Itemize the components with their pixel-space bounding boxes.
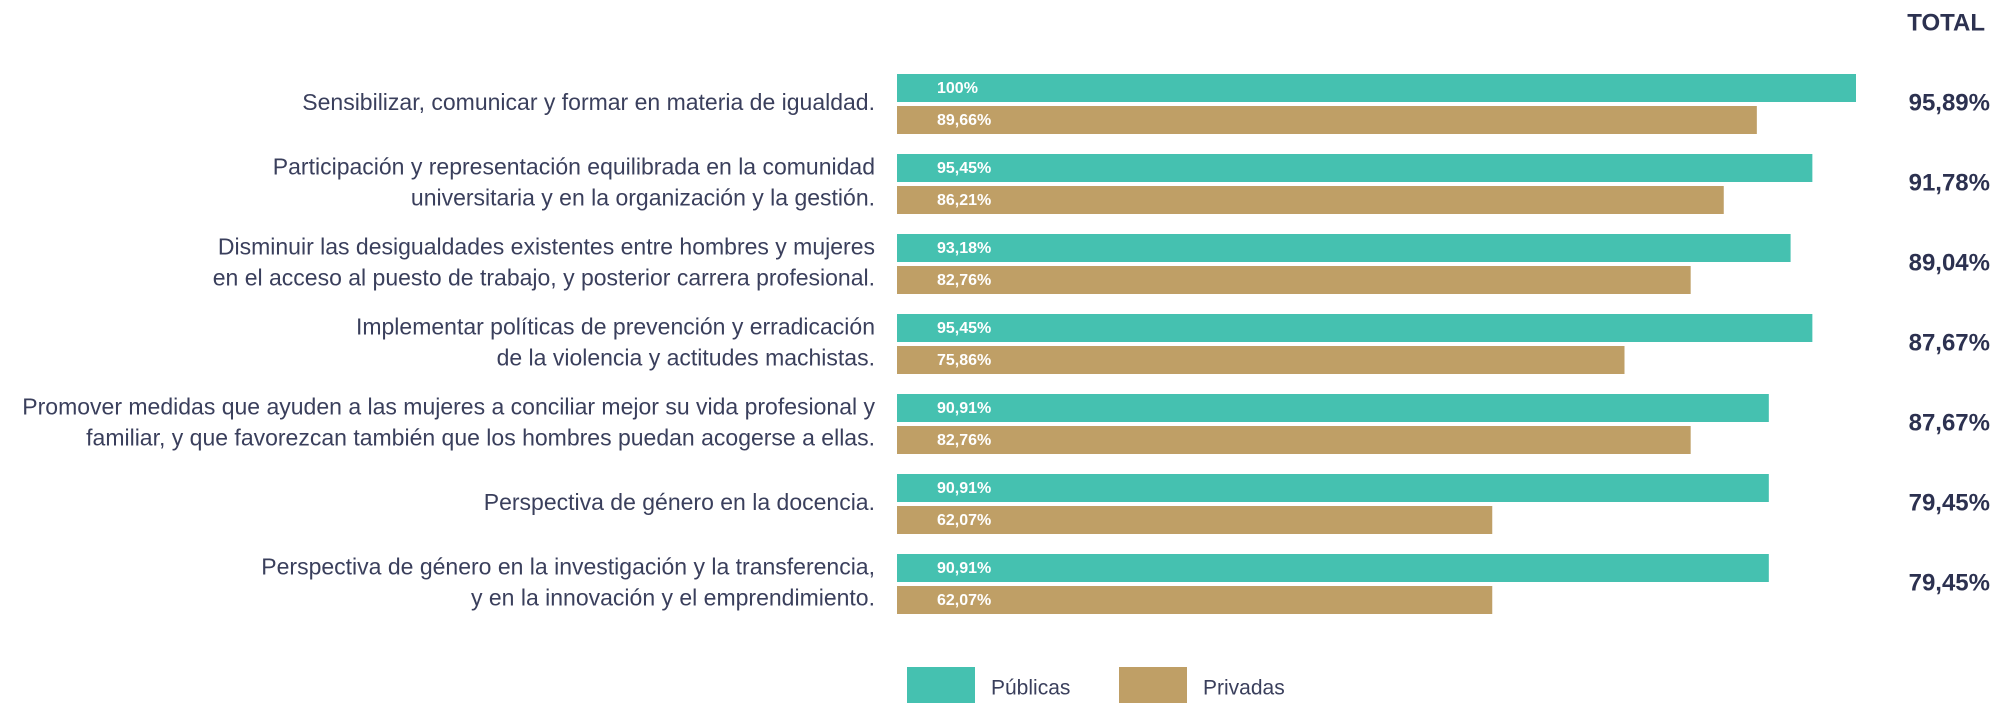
legend-swatch xyxy=(907,667,975,703)
bar xyxy=(897,554,1769,582)
total-value: 79,45% xyxy=(1909,569,1990,596)
value-label: 89,66% xyxy=(937,112,991,129)
bar xyxy=(897,186,1724,214)
total-value: 89,04% xyxy=(1909,249,1990,276)
bar xyxy=(897,106,1757,134)
category-label: Perspectiva de género en la docencia. xyxy=(484,489,875,515)
total-value: 87,67% xyxy=(1909,409,1990,436)
value-label: 90,91% xyxy=(937,480,991,497)
bar xyxy=(897,586,1493,614)
bar xyxy=(897,426,1691,454)
category-label: familiar, y que favorezcan también que l… xyxy=(86,425,875,451)
category-label: Perspectiva de género en la investigació… xyxy=(261,554,875,580)
value-label: 62,07% xyxy=(937,592,991,609)
category-label: Participación y representación equilibra… xyxy=(273,154,875,180)
total-value: 91,78% xyxy=(1909,169,1990,196)
legend-label: Privadas xyxy=(1203,677,1285,700)
category-label: Sensibilizar, comunicar y formar en mate… xyxy=(302,89,875,115)
category-label: y en la innovación y el emprendimiento. xyxy=(471,585,875,611)
category-label: Disminuir las desigualdades existentes e… xyxy=(218,234,875,260)
value-label: 75,86% xyxy=(937,352,991,369)
total-header: TOTAL xyxy=(1907,9,1985,36)
value-label: 90,91% xyxy=(937,400,991,417)
value-label: 95,45% xyxy=(937,320,991,337)
bar xyxy=(897,506,1493,534)
bar xyxy=(897,474,1769,502)
category-label: Promover medidas que ayuden a las mujere… xyxy=(22,394,875,420)
total-value: 95,89% xyxy=(1909,89,1990,116)
value-label: 90,91% xyxy=(937,560,991,577)
total-value: 87,67% xyxy=(1909,329,1990,356)
total-value: 79,45% xyxy=(1909,489,1990,516)
value-label: 82,76% xyxy=(937,432,991,449)
category-label: de la violencia y actitudes machistas. xyxy=(497,345,875,371)
category-label: en el acceso al puesto de trabajo, y pos… xyxy=(213,265,875,291)
bar xyxy=(897,74,1856,102)
value-label: 62,07% xyxy=(937,512,991,529)
legend-swatch xyxy=(1119,667,1187,703)
bar xyxy=(897,234,1791,262)
category-label: Implementar políticas de prevención y er… xyxy=(356,314,875,340)
bar xyxy=(897,314,1813,342)
legend-label: Públicas xyxy=(991,677,1070,700)
bar xyxy=(897,266,1691,294)
value-label: 95,45% xyxy=(937,160,991,177)
value-label: 82,76% xyxy=(937,272,991,289)
bar xyxy=(897,346,1625,374)
value-label: 86,21% xyxy=(937,192,991,209)
bar xyxy=(897,154,1813,182)
value-label: 93,18% xyxy=(937,240,991,257)
category-label: universitaria y en la organización y la … xyxy=(411,185,875,211)
bar xyxy=(897,394,1769,422)
value-label: 100% xyxy=(937,80,978,97)
